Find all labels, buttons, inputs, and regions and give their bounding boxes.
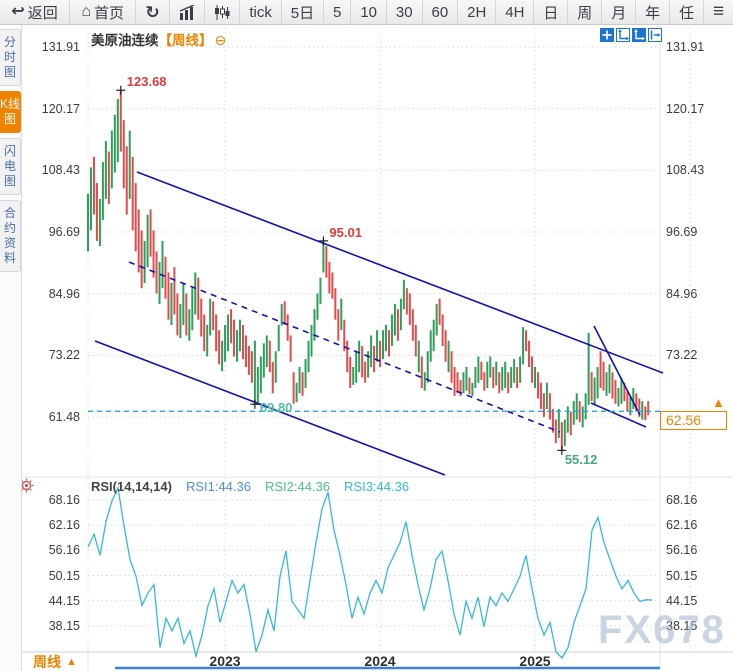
y-axis-tick-right: 108.43 [666,163,705,178]
y-axis-tick-right: 73.22 [666,348,698,363]
rsi-tick-left: 62.16 [48,518,80,533]
pan-right-icon[interactable] [648,28,662,42]
crosshair-icon[interactable] [600,28,614,42]
price-annotation: 95.01 [329,224,362,240]
y-axis-tick-left: 73.22 [48,348,80,363]
trendline [128,261,561,433]
toolbar-button-refresh[interactable]: ↻ [136,0,170,24]
symbol-name: 美原油连续 [91,33,159,48]
y-axis-tick-left: 108.43 [41,163,80,178]
rsi-tick-right: 38.15 [666,618,698,633]
rsi-tick-right: 44.15 [666,593,698,608]
toolbar-button-home[interactable]: ⌂ 首页 [70,0,137,24]
rsi-line [87,485,653,660]
toolbar-button-day[interactable]: 日 [534,0,569,24]
bottom-period-label: 周线 [33,654,61,670]
y-axis-tick-left: 120.17 [41,101,80,116]
x-axis-year-label: 2023 [209,653,241,669]
toolbar-button-m30[interactable]: 30 [387,0,423,24]
y-axis-tick-right: 120.17 [666,101,705,116]
sidebar-item-contract-info[interactable]: 合约资料 [0,200,21,272]
rsi-legend-1: RSI1:44.36 [185,479,251,494]
price-annotation: 123.68 [126,74,167,90]
toolbar-button-candle-chart[interactable] [205,0,241,24]
toolbar-button-h2[interactable]: 2H [458,0,497,24]
rsi-tick-right: 62.16 [666,518,698,533]
sidebar-item-time-chart[interactable]: 分时图 [0,29,21,86]
toolbar-button-m10[interactable]: 10 [351,0,387,24]
rsi-title: RSI(14,14,14) [91,479,172,494]
y-axis-tick-right: 96.69 [666,225,698,240]
trendline [94,340,446,476]
toolbar: ↩ 返回 ⌂ 首页 ↻ tick 5日 5 10 30 60 2H 4H 日周月年任 ≡ [0,0,733,25]
x-axis-year-label: 2024 [364,653,396,669]
trendline [136,171,664,374]
sidebar-item-kline-chart[interactable]: K线图 [0,91,21,133]
toolbar-button-h4[interactable]: 4H [496,0,535,24]
rsi-tick-right: 68.16 [666,493,698,507]
toolbar-button-back[interactable]: ↩ 返回 [0,0,71,24]
y-axis-tick-left: 131.91 [41,40,80,54]
rsi-tick-left: 68.16 [48,493,80,507]
toolbar-button-month[interactable]: 月 [602,0,637,24]
rsi-tick-right: 50.15 [666,568,698,583]
price-up-arrow-icon: ▲ [712,395,725,410]
collapse-icon[interactable]: ⊖ [214,32,227,48]
rsi-tick-right: 56.16 [666,543,698,558]
chart-type-sidebar: 分时图 K线图闪电图合约资料 [0,25,22,671]
toolbar-button-m60[interactable]: 60 [423,0,459,24]
current-price-tag: 62.56 [660,411,727,430]
trendline [593,325,641,416]
chart-title: 美原油连续【周线】 ⊖ [91,29,226,49]
rsi-header: RSI(14,14,14) RSI1:44.36 RSI2:44.36 RSI3:4… [91,479,409,494]
rsi-tick-left: 50.15 [48,568,80,583]
sidebar-item-flash-chart[interactable]: 闪电图 [0,138,21,195]
price-annotation: 69.80 [259,400,293,416]
y-axis-tick-left: 61.48 [48,410,80,425]
toolbar-button-m5[interactable]: 5 [324,0,352,24]
y-axis-tick-left: 84.96 [48,286,80,301]
axis-range-filled-icon[interactable] [632,28,646,42]
toolbar-button-custom[interactable]: 任 [670,0,705,24]
y-axis-tick-right: 84.96 [666,286,698,301]
axis-range-icon[interactable] [616,28,630,42]
x-axis-year-label: 2025 [519,653,551,669]
toolbar-button-line-chart[interactable] [170,0,206,24]
chart-control-buttons [600,28,662,42]
toolbar-button-5d[interactable]: 5日 [282,0,325,24]
rsi-tick-left: 38.15 [48,618,80,633]
toolbar-button-year[interactable]: 年 [636,0,671,24]
toolbar-button-menu[interactable]: ≡ [713,1,725,22]
trendline [590,402,647,428]
rsi-legend-2: RSI2:44.36 [264,479,331,494]
period-tag: 【周线】 [158,33,213,48]
toolbar-button-tick[interactable]: tick [240,0,282,24]
y-axis-tick-right: 131.91 [666,40,705,54]
price-annotation: 55.12 [564,452,598,468]
rsi-tick-left: 56.16 [48,543,80,558]
toolbar-button-week[interactable]: 周 [568,0,603,24]
period-selector-toggle[interactable]: 周线 ▲ [33,652,77,671]
watermark: FX678 [598,608,726,652]
y-axis-tick-left: 96.69 [48,225,80,240]
rsi-legend-3: RSI3:44.36 [344,479,410,494]
triangle-up-icon: ▲ [66,656,77,668]
rsi-tick-left: 44.15 [48,593,80,608]
